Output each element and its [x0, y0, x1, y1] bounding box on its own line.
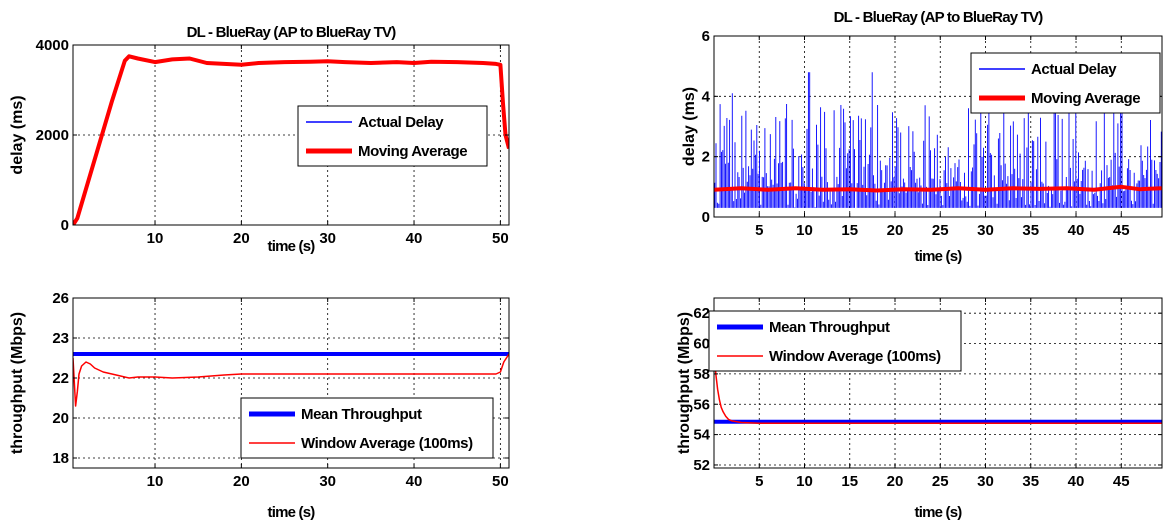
- series-group: [73, 54, 509, 225]
- x-tick-label: 25: [932, 473, 949, 490]
- y-axis-label: throughput (Mbps): [676, 312, 693, 454]
- y-tick-label: 2000: [36, 127, 69, 144]
- legend-entry: Window Average (100ms): [301, 435, 473, 452]
- legend: Actual Delay Moving Average: [297, 105, 488, 167]
- series-group: [73, 352, 509, 407]
- axes-frame: [713, 297, 1163, 469]
- legend-entry: Actual Delay: [1031, 61, 1117, 78]
- x-axis-label: time (s): [268, 238, 316, 255]
- legend: Actual Delay Moving Average: [970, 52, 1161, 114]
- x-tick-label: 35: [1022, 222, 1039, 239]
- series-line-moving-average: [714, 184, 1162, 193]
- x-tick-label: 10: [147, 473, 164, 490]
- x-axis-label: time (s): [915, 248, 963, 265]
- x-tick-label: 25: [932, 222, 949, 239]
- x-tick-label: 50: [492, 473, 509, 490]
- x-tick-label: 20: [887, 473, 904, 490]
- y-tick-label: 4000: [36, 37, 69, 54]
- y-axis-label: delay (ms): [9, 95, 26, 174]
- series-actual-delay-noise: [714, 72, 1162, 208]
- x-tick-label: 10: [796, 222, 813, 239]
- series-line-moving-average: [73, 54, 509, 225]
- y-tick-label: 6: [702, 28, 710, 45]
- legend-entry: Moving Average: [1031, 90, 1140, 107]
- legend-box: [240, 397, 494, 459]
- x-tick-label: 15: [841, 222, 858, 239]
- y-tick-label: 4: [702, 88, 711, 105]
- x-tick-label: 50: [492, 230, 509, 247]
- y-tick-label: 20: [52, 410, 69, 427]
- legend-entry: Actual Delay: [358, 114, 444, 131]
- y-axis-label: delay (ms): [681, 87, 698, 166]
- x-tick-label: 10: [796, 473, 813, 490]
- y-tick-label: 26: [52, 290, 69, 307]
- y-tick-label: 52: [693, 457, 710, 474]
- x-tick-label: 40: [1068, 222, 1085, 239]
- x-tick-label: 30: [319, 473, 336, 490]
- y-tick-label: 0: [61, 217, 69, 234]
- y-tick-label: 0: [702, 209, 710, 226]
- x-tick-label: 20: [233, 230, 250, 247]
- x-tick-label: 20: [233, 473, 250, 490]
- y-tick-label: 23: [52, 330, 69, 347]
- chart-br: 5 10 15 20 25 30 35 40 45 52 54 56 58 60 62 time (s) thr…: [676, 297, 1163, 521]
- y-tick-label: 22: [52, 370, 69, 387]
- x-tick-label: 30: [977, 473, 994, 490]
- y-axis-label: throughput (Mbps): [9, 312, 26, 454]
- x-tick-label: 10: [147, 230, 164, 247]
- chart-tl: 10 20 30 40 50 0 2000 4000 DL - BlueRay (AP to B…: [9, 24, 510, 255]
- x-tick-label: 5: [755, 222, 763, 239]
- x-tick-label: 30: [977, 222, 994, 239]
- chart-bl: 10 20 30 40 50 18 20 22 23 26 time (s) throughput (…: [9, 290, 510, 521]
- legend-entry: Window Average (100ms): [769, 348, 941, 365]
- legend: Mean Throughput Window Average (100ms): [240, 397, 494, 459]
- series-group: [714, 72, 1162, 208]
- y-tick-label: 62: [693, 305, 710, 322]
- y-tick-label: 54: [693, 427, 710, 444]
- x-tick-label: 45: [1113, 222, 1130, 239]
- y-tick-label: 18: [52, 450, 69, 467]
- x-tick-label: 30: [319, 230, 336, 247]
- x-tick-label: 5: [755, 473, 763, 490]
- y-tick-label: 60: [693, 336, 710, 353]
- x-tick-label: 20: [887, 222, 904, 239]
- legend-box: [708, 310, 962, 372]
- series-line-window-average-100ms-: [73, 353, 509, 407]
- y-tick-label: 58: [693, 366, 710, 383]
- x-tick-label: 15: [841, 473, 858, 490]
- x-axis-label: time (s): [268, 504, 316, 521]
- axes-frame: [713, 35, 1163, 218]
- chart-title: DL - BlueRay (AP to BlueRay TV): [834, 9, 1044, 26]
- y-tick-label: 2: [702, 149, 710, 166]
- legend-entry: Mean Throughput: [769, 319, 890, 336]
- chart-tr: 5 10 15 20 25 30 35 40 45 0 2 4 6 DL - BlueRay (AP to…: [681, 9, 1163, 265]
- x-tick-label: 40: [406, 230, 423, 247]
- chart-title: DL - BlueRay (AP to BlueRay TV): [187, 24, 397, 41]
- legend-box: [297, 105, 488, 167]
- x-tick-label: 35: [1022, 473, 1039, 490]
- legend: Mean Throughput Window Average (100ms): [708, 310, 962, 372]
- legend-entry: Moving Average: [358, 143, 467, 160]
- x-tick-label: 40: [1068, 473, 1085, 490]
- x-tick-label: 40: [406, 473, 423, 490]
- legend-entry: Mean Throughput: [301, 406, 422, 423]
- axes-frame: [72, 297, 510, 469]
- x-axis-label: time (s): [915, 504, 963, 521]
- legend-box: [970, 52, 1161, 114]
- x-tick-label: 45: [1113, 473, 1130, 490]
- y-tick-label: 56: [693, 396, 710, 413]
